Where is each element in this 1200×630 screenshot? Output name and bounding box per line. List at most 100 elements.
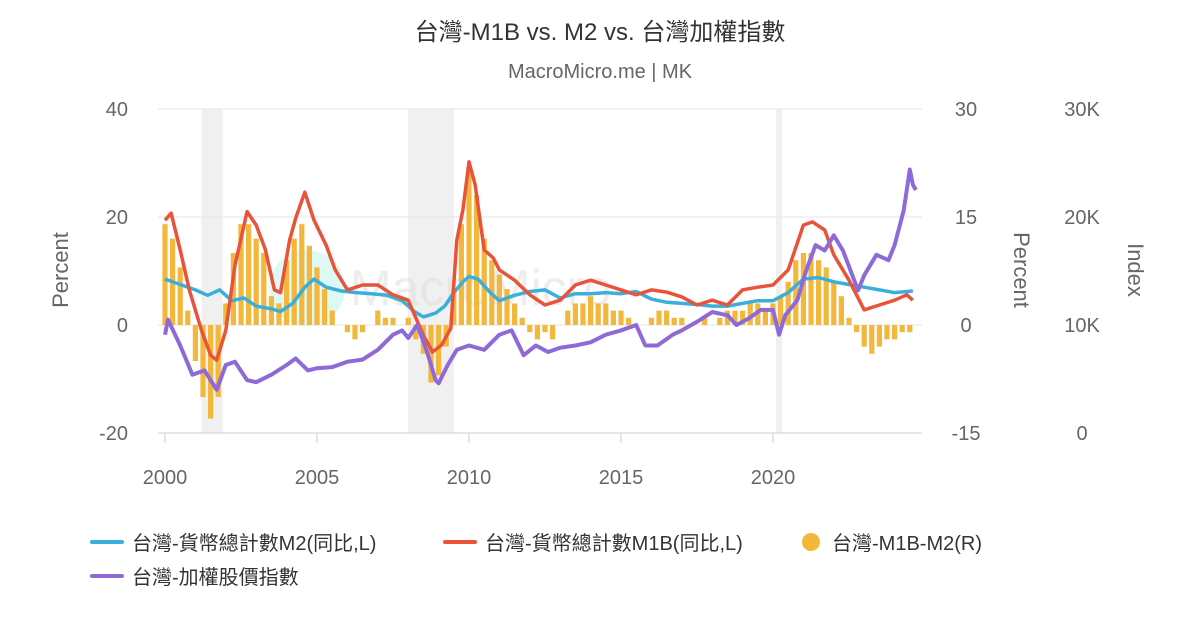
bar — [474, 195, 480, 325]
watermark: MacroMicro — [269, 250, 611, 326]
legend-label: 台灣-貨幣總計數M2(同比,L) — [132, 533, 377, 555]
bar — [656, 310, 662, 325]
bar — [588, 296, 594, 325]
bar — [702, 317, 708, 325]
bar — [838, 296, 844, 325]
chart-subtitle: MacroMicro.me | MK — [508, 61, 693, 83]
bar — [177, 267, 183, 325]
bar — [352, 325, 358, 340]
legend-item-m2[interactable]: 台灣-貨幣總計數M2(同比,L) — [90, 527, 376, 556]
bar — [808, 253, 814, 325]
x-tick-label: 2005 — [295, 467, 340, 489]
bar — [276, 303, 282, 325]
y-tick-label-left: 40 — [106, 99, 128, 121]
legend-item-index[interactable]: 台灣-加權股價指數 — [90, 561, 299, 590]
bar — [618, 310, 624, 325]
watermark-text: MacroMicro — [350, 260, 611, 316]
bar — [246, 224, 252, 325]
bar — [785, 281, 791, 325]
bar — [413, 325, 419, 340]
bar — [762, 310, 768, 325]
y-tick-label-left: 0 — [117, 315, 128, 337]
bar — [671, 317, 677, 325]
legend-line-icon — [90, 573, 124, 578]
bar — [603, 303, 609, 325]
y-tick-label-left: 20 — [106, 207, 128, 229]
bar — [291, 238, 297, 325]
chart-title: 台灣-M1B vs. M2 vs. 台灣加權指數 — [415, 19, 786, 46]
bar — [648, 317, 654, 325]
bar — [230, 253, 236, 325]
bar — [329, 310, 335, 325]
bar — [580, 303, 586, 325]
bar — [892, 325, 898, 340]
y-axis-title-index: Index — [1123, 243, 1148, 297]
y-tick-label-right: 30 — [955, 99, 977, 121]
series-line — [163, 160, 914, 362]
y-axis-title-right: Percent — [1009, 232, 1034, 308]
bar — [626, 317, 632, 325]
bar — [162, 224, 168, 325]
y-tick-label-right: 0 — [960, 315, 971, 337]
bar — [481, 238, 487, 325]
bar — [527, 325, 533, 333]
bar — [360, 325, 366, 333]
legend-dot-icon — [802, 532, 820, 551]
legend-item-m1b-m2[interactable]: 台灣-M1B-M2(R) — [802, 527, 982, 556]
bar — [550, 325, 556, 340]
x-tick-label: 2015 — [599, 467, 644, 489]
y-tick-label-right: 15 — [955, 207, 977, 229]
bar — [284, 260, 290, 325]
bar — [664, 310, 670, 325]
bar — [322, 289, 328, 325]
bar — [238, 224, 244, 325]
bar — [747, 303, 753, 325]
bar — [504, 289, 510, 325]
legend-label: 台灣-貨幣總計數M1B(同比,L) — [485, 533, 743, 555]
bar — [816, 260, 822, 325]
y-tick-label-index: 0 — [1076, 423, 1087, 445]
x-tick-label: 2000 — [143, 467, 188, 489]
bar — [869, 325, 875, 354]
series-line — [164, 274, 913, 319]
y-tick-label-index: 10K — [1064, 315, 1100, 337]
y-tick-label-right: -15 — [952, 423, 981, 445]
legend-item-m1b[interactable]: 台灣-貨幣總計數M1B(同比,L) — [443, 527, 743, 556]
bar — [565, 310, 571, 325]
bar — [610, 310, 616, 325]
y-tick-label-index: 20K — [1064, 207, 1100, 229]
bar — [253, 238, 259, 325]
bar — [405, 317, 411, 325]
bar — [466, 166, 472, 325]
recession-band — [776, 109, 783, 433]
bar — [899, 325, 905, 333]
bar — [800, 253, 806, 325]
bar — [428, 325, 434, 383]
bar — [458, 224, 464, 325]
x-tick-label: 2010 — [447, 467, 492, 489]
bar — [907, 325, 913, 333]
bar — [200, 325, 206, 397]
bar — [823, 267, 829, 325]
bar — [436, 325, 442, 376]
bar — [861, 325, 867, 347]
bar — [572, 303, 578, 325]
x-tick-label: 2020 — [751, 467, 796, 489]
bar — [778, 296, 784, 325]
bar — [884, 325, 890, 340]
y-tick-label-index: 30K — [1064, 99, 1100, 121]
bar — [314, 267, 320, 325]
bar — [382, 317, 388, 325]
bar — [519, 317, 525, 325]
bar — [261, 253, 267, 325]
legend-line-icon — [443, 539, 477, 544]
legend-label: 台灣-加權股價指數 — [132, 567, 299, 589]
bar — [299, 224, 305, 325]
series-line — [163, 167, 918, 392]
bar — [831, 281, 837, 325]
bar — [717, 317, 723, 325]
bar — [223, 303, 229, 325]
bar — [854, 325, 860, 333]
